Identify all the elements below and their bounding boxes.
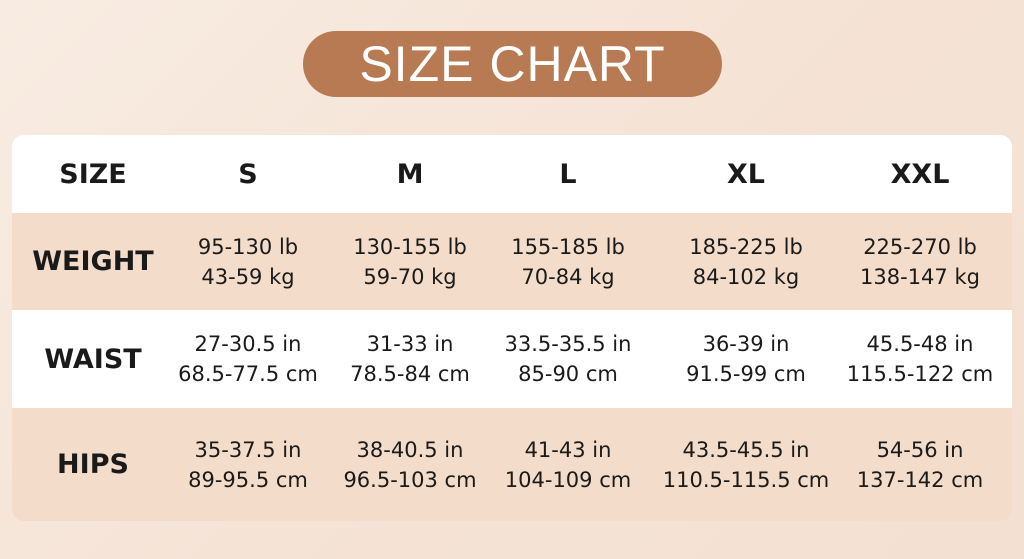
table-cell: 54-56 in 137-142 cm [857,435,983,495]
table-cell: 27-30.5 in 68.5-77.5 cm [178,329,318,389]
table-cell: 95-130 lb 43-59 kg [198,232,298,292]
row-label: WEIGHT [32,246,154,277]
table-row-waist: WAIST 27-30.5 in 68.5-77.5 cm 31-33 in 78.5-… [12,310,1012,408]
table-row-hips: HIPS 35-37.5 in 89-95.5 cm 38-40.5 in 96.5-1… [12,408,1012,521]
size-table: SIZE S M L XL XXL WEIGHT 95-130 lb 43-59 k… [12,135,1012,521]
imperial-value: 36-39 in [702,332,790,356]
table-cell: 43.5-45.5 in 110.5-115.5 cm [663,435,830,495]
header-m: M [396,158,424,190]
table-cell: 225-270 lb 138-147 kg [860,232,980,292]
metric-value: 110.5-115.5 cm [662,467,830,492]
metric-value: 137-142 cm [856,467,984,492]
imperial-value: 33.5-35.5 in [504,332,632,356]
table-cell: 36-39 in 91.5-99 cm [686,329,806,389]
table-cell: 38-40.5 in 96.5-103 cm [343,435,476,495]
metric-value: 78.5-84 cm [350,362,470,386]
header-row: SIZE S M L XL XXL [12,135,1012,213]
header-l: L [559,158,577,190]
metric-value: 89-95.5 cm [188,467,308,492]
metric-value: 104-109 cm [504,467,632,492]
table-cell: 35-37.5 in 89-95.5 cm [188,435,308,495]
table-cell: 45.5-48 in 115.5-122 cm [847,329,993,389]
metric-value: 85-90 cm [518,362,618,386]
row-label: WAIST [44,343,142,375]
size-chart-title: SIZE CHART [303,31,722,97]
metric-value: 91.5-99 cm [686,362,806,386]
imperial-value: 38-40.5 in [356,437,464,462]
metric-value: 115.5-122 cm [846,362,994,386]
table-cell: 155-185 lb 70-84 kg [511,232,625,292]
metric-value: 96.5-103 cm [343,467,477,492]
imperial-value: 185-225 lb [689,234,803,259]
table-cell: 33.5-35.5 in 85-90 cm [505,329,632,389]
imperial-value: 95-130 lb [197,234,299,259]
imperial-value: 225-270 lb [863,234,977,259]
header-size: SIZE [59,158,127,190]
imperial-value: 31-33 in [366,332,454,356]
imperial-value: 35-37.5 in [194,437,302,462]
metric-value: 84-102 kg [692,264,800,289]
table-row-weight: WEIGHT 95-130 lb 43-59 kg 130-155 lb 59-70 k… [12,213,1012,310]
table-cell: 185-225 lb 84-102 kg [689,232,803,292]
imperial-value: 27-30.5 in [194,332,302,356]
metric-value: 70-84 kg [521,264,615,289]
row-label: HIPS [57,449,129,480]
imperial-value: 43.5-45.5 in [682,437,810,462]
header-xxl: XXL [890,158,950,190]
metric-value: 68.5-77.5 cm [178,362,318,386]
metric-value: 43-59 kg [201,264,295,289]
imperial-value: 41-43 in [524,437,612,462]
imperial-value: 130-155 lb [353,234,467,259]
header-xl: XL [726,158,766,190]
imperial-value: 54-56 in [876,437,964,462]
imperial-value: 45.5-48 in [866,332,974,356]
imperial-value: 155-185 lb [511,234,625,259]
header-s: S [238,158,258,190]
table-cell: 41-43 in 104-109 cm [505,435,631,495]
metric-value: 138-147 kg [860,264,980,289]
table-cell: 31-33 in 78.5-84 cm [350,329,470,389]
table-cell: 130-155 lb 59-70 kg [353,232,467,292]
metric-value: 59-70 kg [363,264,457,289]
